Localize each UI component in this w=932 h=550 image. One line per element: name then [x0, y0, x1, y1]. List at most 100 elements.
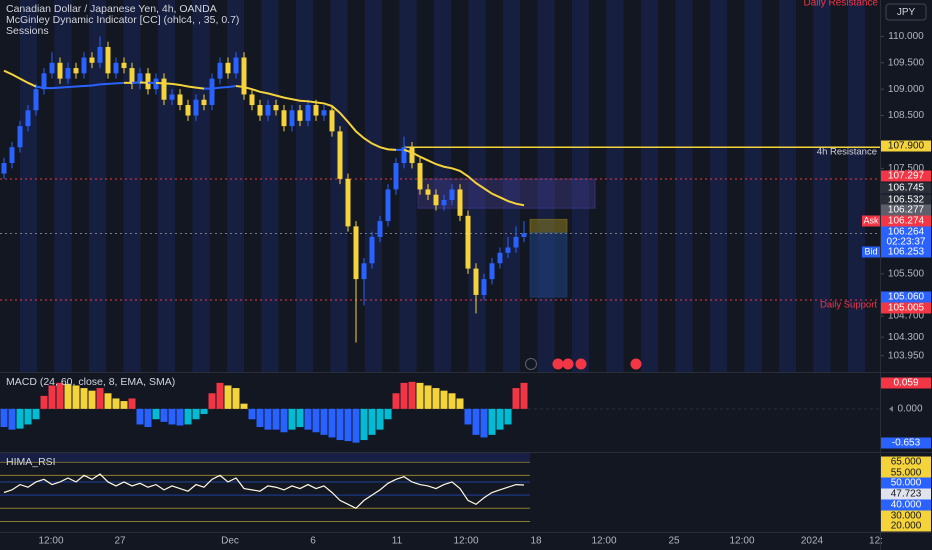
session-band [744, 0, 762, 372]
macd-bar [472, 408, 480, 435]
candle-body [385, 189, 391, 222]
price-badge-label: Bid [864, 246, 877, 256]
event-icon[interactable] [552, 358, 564, 370]
candle-body [457, 189, 463, 216]
price-tag-label: 105.005 [888, 303, 925, 314]
candle-body [25, 110, 31, 127]
candle-body [17, 126, 23, 148]
x-tick-label: 18 [530, 536, 542, 547]
y-tick-label: 40.000 [891, 500, 922, 511]
macd-bar [144, 408, 152, 428]
candle-body [121, 62, 127, 69]
candle-body [489, 263, 495, 280]
currency-button[interactable] [885, 3, 927, 21]
macd-bar [184, 408, 192, 425]
value-tag [881, 437, 931, 449]
candle-body [321, 110, 327, 116]
tick-tag [881, 477, 931, 489]
macd-bar [352, 408, 360, 443]
x-tick-label: 27 [114, 536, 126, 547]
y-tick-label: 55.000 [891, 468, 922, 479]
candle-body [497, 252, 503, 264]
rsi-band [0, 453, 530, 463]
macd-bar [112, 398, 120, 409]
candle-body [449, 189, 455, 200]
countdown: 02:23:37 [887, 237, 926, 248]
macd-bar [104, 393, 112, 409]
candle-body [129, 68, 135, 84]
candle-body [433, 194, 439, 206]
event-icon[interactable] [575, 358, 587, 370]
candle-body [105, 46, 111, 74]
mcginley-line [403, 148, 525, 207]
macd-bar [312, 408, 320, 433]
macd-bar [368, 408, 376, 435]
macd-bar [432, 388, 440, 409]
macd-bar [384, 408, 392, 420]
price-tag [881, 194, 931, 206]
price-tag [881, 246, 931, 258]
session-band [779, 0, 796, 372]
event-icon[interactable] [562, 358, 574, 370]
price-tag-label: 107.297 [888, 171, 925, 182]
currency-label[interactable]: JPY [897, 7, 916, 18]
candle-body [225, 62, 231, 74]
x-tick-label: 12:00 [729, 536, 754, 547]
price-tag [881, 182, 931, 194]
session-band [710, 0, 727, 372]
candle-body [361, 263, 367, 280]
macd-bar [424, 385, 432, 409]
tick-tag [881, 456, 931, 468]
x-tick-label: 12:00 [453, 536, 478, 547]
y-tick-label: 108.500 [888, 110, 925, 121]
candle-body [89, 57, 95, 63]
candle-body [521, 233, 527, 237]
candle-body [137, 73, 143, 84]
macd-bar [336, 408, 344, 441]
price-badge [862, 215, 880, 227]
session-band [606, 0, 624, 372]
session-band [813, 0, 831, 372]
macd-bar [480, 408, 488, 438]
macd-bar [488, 408, 496, 435]
price-badge-label: Ask [863, 215, 879, 225]
macd-bar [80, 388, 88, 409]
macd-bar [344, 408, 352, 442]
candle-body [57, 62, 63, 79]
macd-bar [216, 382, 224, 409]
level-note: Daily Support [820, 300, 877, 311]
candle-body [329, 110, 335, 132]
x-tick-label: 12: [869, 536, 883, 547]
session-band [227, 0, 244, 372]
price-badge [862, 246, 880, 258]
macd-bar [240, 403, 248, 409]
macd-bar [264, 408, 272, 430]
event-icon[interactable] [525, 358, 537, 370]
price-tag [881, 226, 931, 249]
y-tick-label: 104.700 [888, 311, 925, 322]
indicator-label: McGinley Dynamic Indicator [CC] (ohlc4, … [6, 14, 239, 26]
candle-body [169, 94, 175, 100]
candle-body [9, 147, 15, 164]
candle-body [65, 68, 71, 79]
price-tag [881, 140, 931, 152]
session-band [54, 0, 72, 372]
rsi-line [3, 473, 525, 510]
macd-bar [520, 382, 528, 409]
candle-body [177, 94, 183, 106]
session-band [20, 0, 37, 372]
candle-body [505, 247, 511, 253]
candle-body [377, 221, 383, 237]
position-stop [529, 232, 568, 298]
mcginley-line [131, 81, 141, 84]
x-tick-label: 6 [310, 536, 316, 547]
tick-tag [881, 520, 931, 532]
candle-body [401, 147, 407, 164]
price-tag-label: 106.745 [888, 183, 925, 194]
price-tag-label: 106.532 [888, 195, 925, 206]
y-tick-label: 105.500 [888, 268, 925, 279]
session-band [296, 0, 313, 372]
mcginley-line [204, 85, 237, 90]
event-icon[interactable] [630, 358, 642, 370]
